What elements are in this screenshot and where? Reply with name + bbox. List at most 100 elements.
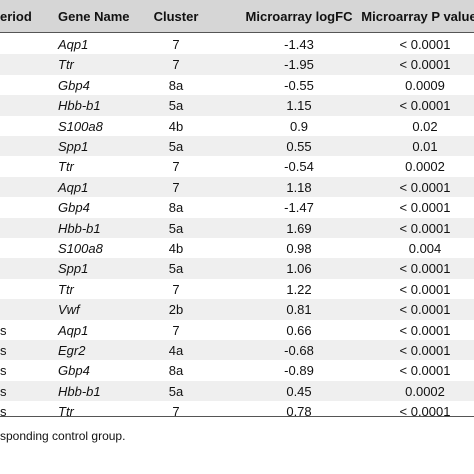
table-cell: S100a8 [58,118,103,134]
table-cell: 7 [172,159,180,175]
table-cell: Hbb-b1 [58,98,101,114]
table-cell: Hbb-b1 [58,220,101,236]
table-cell: s [0,363,7,379]
table-cell: < 0.0001 [399,343,451,358]
header-cell: Cluster [153,9,199,24]
table-row: Vwf 2b 0.81 < 0.0001 [0,299,474,320]
table-row: Hbb-b1 5a 1.15 < 0.0001 [0,95,474,116]
table-cell: 5a [168,383,184,399]
table-row: Hbb-b1 5a 1.69 < 0.0001 [0,217,474,238]
table-cell: 0.98 [286,241,312,256]
table-cell: 0.0002 [405,383,445,399]
table-row: s Ttr 7 0.78 < 0.0001 [0,401,474,421]
header-cell: eriod [0,9,32,24]
table-cell: 0.0002 [405,159,445,175]
table-cell: 5a [168,261,184,277]
table-cell: < 0.0001 [399,37,451,52]
table-cell: < 0.0001 [399,220,451,236]
table-cell: < 0.0001 [399,302,451,318]
table-cell: Vwf [58,302,80,318]
table-cell: 2b [168,302,184,318]
table-cell: -0.89 [284,363,314,379]
table-cell: < 0.0001 [399,363,451,379]
table-cell: Aqp1 [58,322,89,338]
table-cell: 1.15 [286,98,312,114]
table-cell: 0.78 [286,404,312,420]
table-cell: 7 [172,37,180,52]
header-cell: Gene Name [58,9,130,24]
table-row: Gbp4 8a -1.47 < 0.0001 [0,197,474,217]
table-cell: Spp1 [58,139,89,154]
table-cell: s [0,343,7,358]
table-cell: 7 [172,404,180,420]
bottom-rule [0,416,474,417]
table-cell: -0.55 [284,77,314,93]
table-cell: s [0,322,7,338]
table-cell: Gbp4 [58,200,90,216]
table-cell: 7 [172,322,180,338]
table-cell: 8a [168,363,184,379]
header-row: eriod Gene Name Cluster Microarray logFC… [0,0,474,33]
table-cell: 0.9 [289,118,309,134]
table-row: s Gbp4 8a -0.89 < 0.0001 [0,360,474,380]
table-cell: < 0.0001 [399,281,451,297]
table-cell: 5a [168,139,184,154]
table-row: Ttr 7 1.22 < 0.0001 [0,279,474,299]
table-cell: 0.66 [286,322,312,338]
table-row: S100a8 4b 0.98 0.004 [0,238,474,258]
table-cell: < 0.0001 [399,57,451,73]
header-cell: Microarray logFC [245,9,353,24]
table-row: S100a8 4b 0.9 0.02 [0,116,474,136]
table-cell: -1.43 [284,37,314,52]
table-row: s Aqp1 7 0.66 < 0.0001 [0,320,474,340]
table-cell: < 0.0001 [399,404,451,420]
table-cell: -1.95 [284,57,314,73]
table-row: Ttr 7 -0.54 0.0002 [0,156,474,176]
table-cell: -0.68 [284,343,314,358]
table-cell: 1.06 [286,261,312,277]
table-cell: 0.55 [286,139,312,154]
table-cell: 7 [172,179,180,195]
table-cell: 0.0009 [405,77,445,93]
table-cell: 7 [172,57,180,73]
table-row: Ttr 7 -1.95 < 0.0001 [0,54,474,75]
table-cell: 4b [168,118,184,134]
table-cell: 0.004 [408,241,442,256]
table-cell: Gbp4 [58,363,90,379]
header-cell: Microarray P value [361,9,474,24]
table-row: s Egr2 4a -0.68 < 0.0001 [0,340,474,361]
table-cell: 0.02 [412,118,438,134]
table-cell: s [0,404,7,420]
table-cell: Ttr [58,281,74,297]
table-cell: -0.54 [284,159,314,175]
table-cell: Aqp1 [58,37,89,52]
table-cell: Ttr [58,57,74,73]
table-cell: 0.01 [412,139,438,154]
table-cell: < 0.0001 [399,261,451,277]
table-cell: 1.18 [286,179,312,195]
table-cell: 5a [168,98,184,114]
table-cell: Egr2 [58,343,86,358]
table-cell: Hbb-b1 [58,383,101,399]
table-row: Gbp4 8a -0.55 0.0009 [0,75,474,95]
table-cell: 1.22 [286,281,312,297]
table-cell: < 0.0001 [399,179,451,195]
table-cell: 4a [168,343,184,358]
table-cell: Spp1 [58,261,89,277]
table-row: Spp1 5a 0.55 0.01 [0,136,474,157]
footnote: sponding control group. [0,429,126,443]
table-row: Aqp1 7 1.18 < 0.0001 [0,176,474,198]
table-cell: Gbp4 [58,77,90,93]
table-cell: < 0.0001 [399,322,451,338]
table-row: s Hbb-b1 5a 0.45 0.0002 [0,380,474,402]
table-cell: 0.81 [286,302,312,318]
table-cell: -1.47 [284,200,314,216]
table-cell: S100a8 [58,241,103,256]
table-cell: 4b [168,241,184,256]
table-cell: s [0,383,7,399]
table-cell: < 0.0001 [399,200,451,216]
table-cell: 1.69 [286,220,312,236]
table-cell: < 0.0001 [399,98,451,114]
table-row: Aqp1 7 -1.43 < 0.0001 [0,34,474,54]
table-cell: 8a [168,77,184,93]
